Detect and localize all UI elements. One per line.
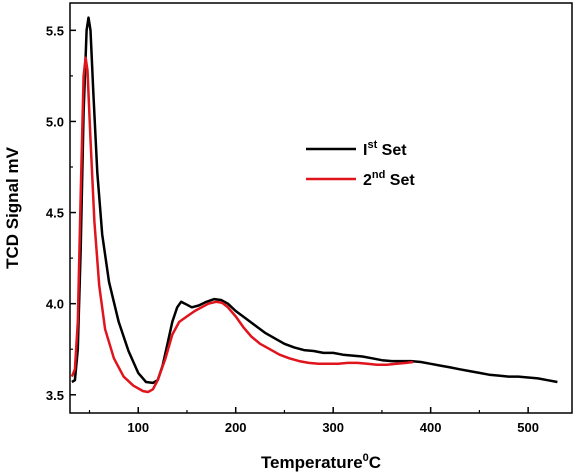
y-tick-label: 4.5 bbox=[46, 206, 64, 221]
series-layer bbox=[70, 16, 558, 394]
ticks-layer: 100 200 300 400 500 3.5 4.0 4.5 5.0 5.5 bbox=[46, 23, 539, 435]
y-tick-label: 3.5 bbox=[46, 388, 64, 403]
legend-label-series-2: 2nd Set bbox=[363, 169, 415, 189]
x-axis-title-unit: C bbox=[369, 453, 381, 472]
series-line-2 bbox=[70, 56, 414, 394]
x-axis-title: Temperature0C bbox=[261, 452, 381, 472]
x-axis-title-sup: 0 bbox=[363, 452, 369, 464]
x-tick-label: 100 bbox=[127, 420, 149, 435]
x-axis-title-text: Temperature bbox=[261, 453, 363, 472]
series-line-1 bbox=[71, 16, 558, 385]
x-tick-label: 300 bbox=[322, 420, 344, 435]
x-tick-label: 500 bbox=[517, 420, 539, 435]
plot-frame bbox=[69, 2, 573, 414]
legend: Ist Set 2nd Set bbox=[306, 139, 415, 189]
legend-label-series-1: Ist Set bbox=[363, 139, 407, 159]
x-tick-label: 200 bbox=[225, 420, 247, 435]
y-tick-label: 5.5 bbox=[46, 23, 64, 38]
x-tick-label: 400 bbox=[420, 420, 442, 435]
y-axis-title: TCD Signal mV bbox=[3, 146, 22, 269]
y-tick-label: 5.0 bbox=[46, 114, 64, 129]
y-tick-label: 4.0 bbox=[46, 297, 64, 312]
